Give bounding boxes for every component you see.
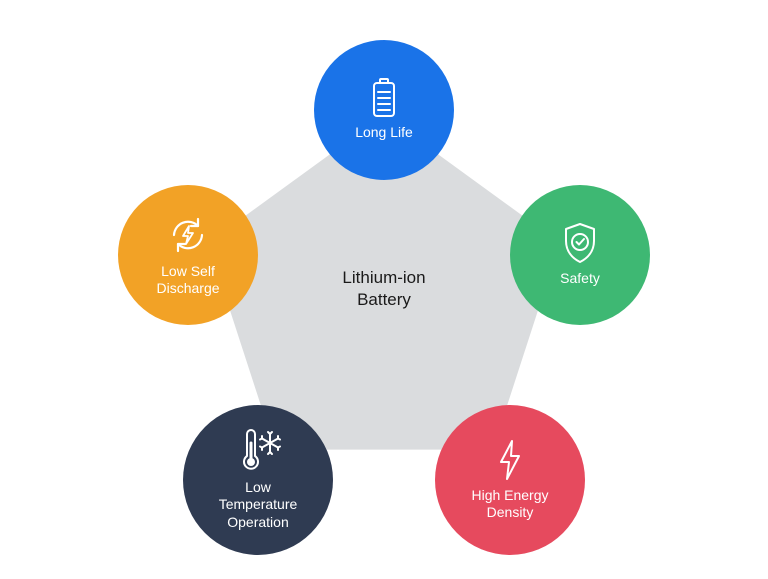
node-label: Safety bbox=[560, 270, 600, 288]
recharge-icon bbox=[166, 213, 210, 257]
node-label: Low Self Discharge bbox=[156, 263, 219, 298]
node-label: High Energy Density bbox=[471, 487, 548, 522]
node-label: Long Life bbox=[355, 124, 413, 142]
node-long-life: Long Life bbox=[314, 40, 454, 180]
battery-icon bbox=[370, 78, 398, 118]
center-title: Lithium-ion Battery bbox=[342, 267, 425, 313]
bolt-icon bbox=[496, 439, 524, 481]
node-label: Low Temperature Operation bbox=[219, 479, 298, 532]
node-safety: Safety bbox=[510, 185, 650, 325]
node-high-energy-density: High Energy Density bbox=[435, 405, 585, 555]
shield-check-icon bbox=[561, 222, 599, 264]
node-low-self-discharge: Low Self Discharge bbox=[118, 185, 258, 325]
thermometer-snow-icon bbox=[234, 429, 282, 473]
infographic-stage: Lithium-ion Battery Long Life Safety bbox=[0, 0, 768, 579]
node-low-temp-operation: Low Temperature Operation bbox=[183, 405, 333, 555]
